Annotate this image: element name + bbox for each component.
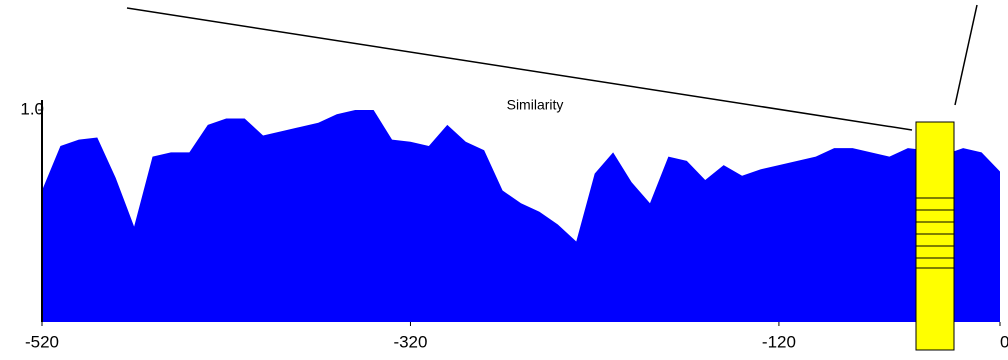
x-tick-label: 0 (1000, 332, 1008, 351)
x-tick-label: -320 (393, 332, 427, 351)
chart-title: Similarity (507, 97, 564, 113)
y-tick-label: 1.0 (20, 99, 44, 118)
zoom-box[interactable] (915, 121, 955, 351)
area (42, 110, 1000, 322)
zoom-line (954, 4, 978, 106)
zoom-line (126, 7, 913, 131)
zoom-window[interactable] (915, 121, 955, 351)
x-tick-label: -120 (762, 332, 796, 351)
plot (42, 110, 1000, 322)
x-tick-label: -520 (25, 332, 59, 351)
